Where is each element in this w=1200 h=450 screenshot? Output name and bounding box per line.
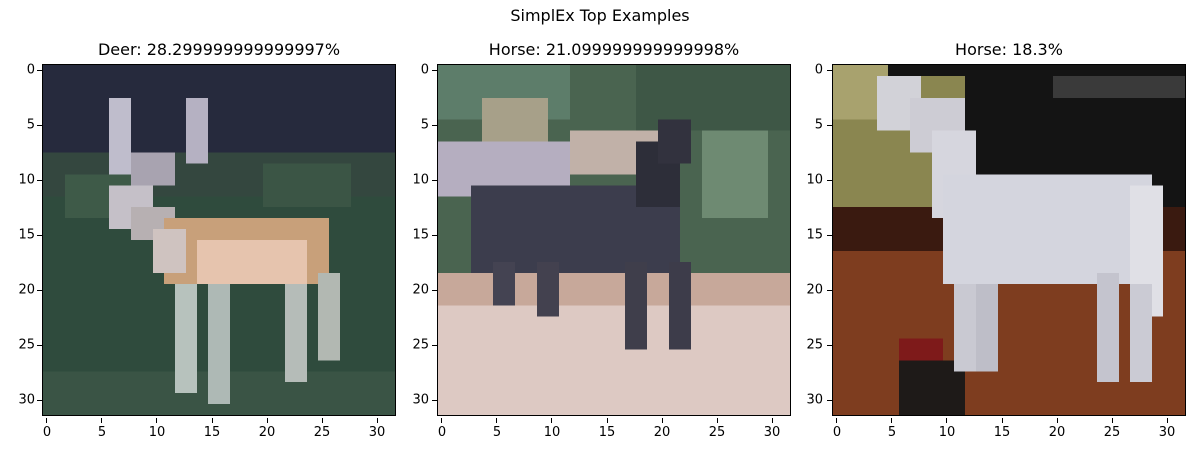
y-tick-label: 10	[18, 172, 35, 188]
figure-suptitle: SimplEx Top Examples	[510, 6, 690, 25]
x-tick-label: 10	[148, 425, 166, 440]
x-tick-label: 30	[368, 425, 386, 440]
y-tick-label: 30	[806, 392, 823, 408]
y-tick-label: 20	[18, 282, 35, 298]
y-tick-label: 20	[412, 282, 429, 298]
panel-title: Horse: 21.099999999999998%	[488, 40, 740, 59]
x-tick-label: 15	[993, 425, 1011, 440]
x-tick-label: 10	[543, 425, 561, 440]
y-tick-label: 30	[412, 392, 429, 408]
x-tick-label: 5	[97, 425, 107, 440]
x-tick-label: 0	[437, 425, 447, 440]
x-tick-label: 0	[832, 425, 842, 440]
y-tick-label: 10	[412, 172, 429, 188]
x-tick-label: 20	[258, 425, 276, 440]
x-tick-label: 30	[763, 425, 781, 440]
y-tick-label: 15	[18, 227, 35, 243]
x-tick-label: 10	[938, 425, 956, 440]
x-tick-label: 15	[598, 425, 616, 440]
x-tick-label: 20	[653, 425, 671, 440]
y-tick-label: 15	[806, 227, 823, 243]
x-tick-label: 20	[1048, 425, 1066, 440]
panel-title: Deer: 28.299999999999997%	[97, 40, 341, 59]
panel-dark-horse: Horse: 21.099999999999998% 0 5 10 15 20 …	[412, 40, 791, 440]
y-tick-label: 5	[26, 117, 35, 133]
y-tick-label: 25	[18, 337, 35, 353]
y-tick-label: 10	[806, 172, 823, 188]
y-tick-label: 25	[806, 337, 823, 353]
y-tick-label: 15	[412, 227, 429, 243]
y-tick-label: 5	[420, 117, 429, 133]
y-tick-label: 0	[814, 62, 823, 78]
panel-deer: Deer: 28.299999999999997% 0 5 10 15 20 2…	[0, 0, 400, 450]
x-tick-label: 25	[708, 425, 726, 440]
x-tick-label: 25	[1103, 425, 1121, 440]
y-tick-label: 20	[806, 282, 823, 298]
x-tick-label: 25	[313, 425, 331, 440]
x-tick-label: 5	[492, 425, 502, 440]
x-tick-label: 5	[887, 425, 897, 440]
x-tick-label: 30	[1158, 425, 1176, 440]
y-tick-label: 0	[420, 62, 429, 78]
y-tick-label: 5	[814, 117, 823, 133]
x-tick-label: 0	[42, 425, 52, 440]
image-deer	[42, 64, 396, 416]
y-tick-label: 0	[26, 62, 35, 78]
x-tick-label: 15	[203, 425, 221, 440]
image-white-horse	[832, 64, 1186, 416]
image-dark-horse	[437, 64, 791, 416]
y-tick-label: 30	[18, 392, 35, 408]
y-tick-label: 25	[412, 337, 429, 353]
panel-title: Horse: 18.3%	[955, 40, 1063, 59]
